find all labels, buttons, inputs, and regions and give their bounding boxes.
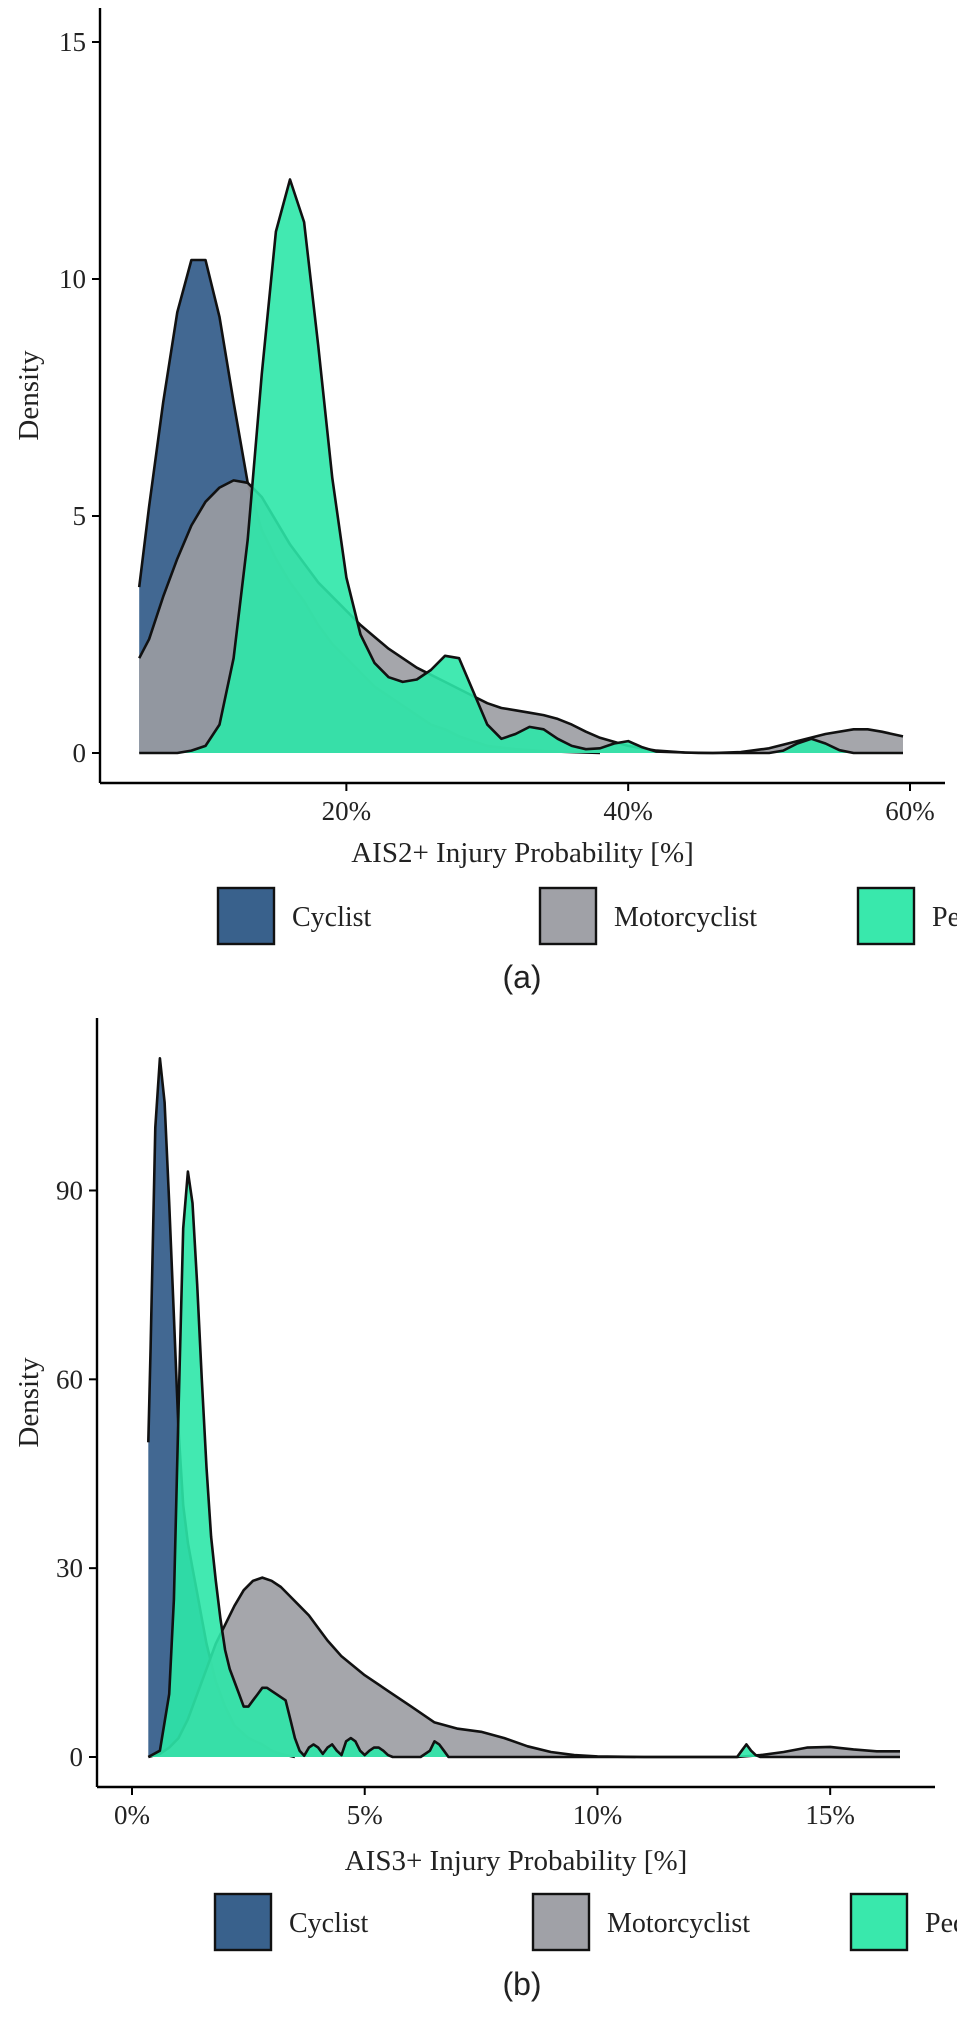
y-axis-label: Density	[13, 1357, 45, 1448]
density-line-pedestrian	[147, 1170, 900, 1759]
legend-swatch-pedestrian	[856, 886, 916, 946]
legend-label-motorcyclist: Motorcyclist	[607, 1908, 750, 1939]
legend: Cyclist Motorcyclist Pedestrian	[216, 886, 957, 946]
y-tick-label: 90	[56, 1175, 83, 1205]
legend-swatch-motorcyclist	[531, 1892, 591, 1952]
x-tick-label: 15%	[805, 1800, 855, 1830]
y-axis-label: Density	[13, 350, 45, 441]
density-area-motorcyclist	[148, 1577, 901, 1757]
y-tick-label: 5	[73, 501, 87, 531]
subplot-caption: (b)	[502, 1966, 541, 2002]
legend-label-pedestrian: Pedestrian	[932, 902, 957, 933]
legend-swatch-cyclist	[213, 1892, 273, 1952]
density-areas	[147, 1057, 901, 1759]
x-ticks: 20% 40% 60%	[322, 783, 935, 826]
y-tick-label: 15	[59, 27, 86, 57]
y-tick-label: 0	[70, 1742, 84, 1772]
legend-swatch-motorcyclist	[538, 886, 598, 946]
legend-swatch-pedestrian	[849, 1892, 909, 1952]
x-tick-label: 10%	[573, 1800, 623, 1830]
legend-swatch-cyclist	[216, 886, 276, 946]
y-tick-label: 30	[56, 1553, 83, 1583]
x-tick-label: 0%	[114, 1800, 150, 1830]
x-axis-label: AIS3+ Injury Probability [%]	[345, 1845, 688, 1877]
y-ticks: 0 5 10 15	[59, 27, 100, 768]
x-tick-label: 60%	[885, 796, 935, 826]
y-tick-label: 60	[56, 1364, 83, 1394]
legend-label-motorcyclist: Motorcyclist	[614, 902, 757, 933]
y-tick-label: 0	[73, 738, 87, 768]
panel-b: 0% 5% 10% 15% 0 30 60 90 AIS3+ Injury Probabil…	[13, 1018, 957, 2002]
density-area-pedestrian	[148, 1171, 901, 1757]
x-tick-label: 5%	[347, 1800, 383, 1830]
legend: Cyclist Motorcyclist Pedestrian	[213, 1892, 957, 1952]
x-tick-label: 40%	[603, 796, 653, 826]
x-tick-label: 20%	[322, 796, 372, 826]
panel-a: 20% 40% 60% 0 5 10 15 AIS2+ Injury Probabilit…	[13, 8, 957, 995]
subplot-caption: (a)	[502, 959, 541, 995]
legend-label-pedestrian: Pedestrian	[925, 1908, 957, 1939]
density-area-pedestrian	[139, 179, 903, 753]
y-ticks: 0 30 60 90	[56, 1175, 97, 1772]
legend-label-cyclist: Cyclist	[289, 1908, 369, 1939]
y-tick-label: 10	[59, 264, 86, 294]
x-ticks: 0% 5% 10% 15%	[114, 1787, 855, 1830]
x-axis-label: AIS2+ Injury Probability [%]	[351, 837, 694, 869]
density-areas	[137, 178, 904, 755]
legend-label-cyclist: Cyclist	[292, 902, 372, 933]
density-line-pedestrian	[139, 178, 903, 755]
